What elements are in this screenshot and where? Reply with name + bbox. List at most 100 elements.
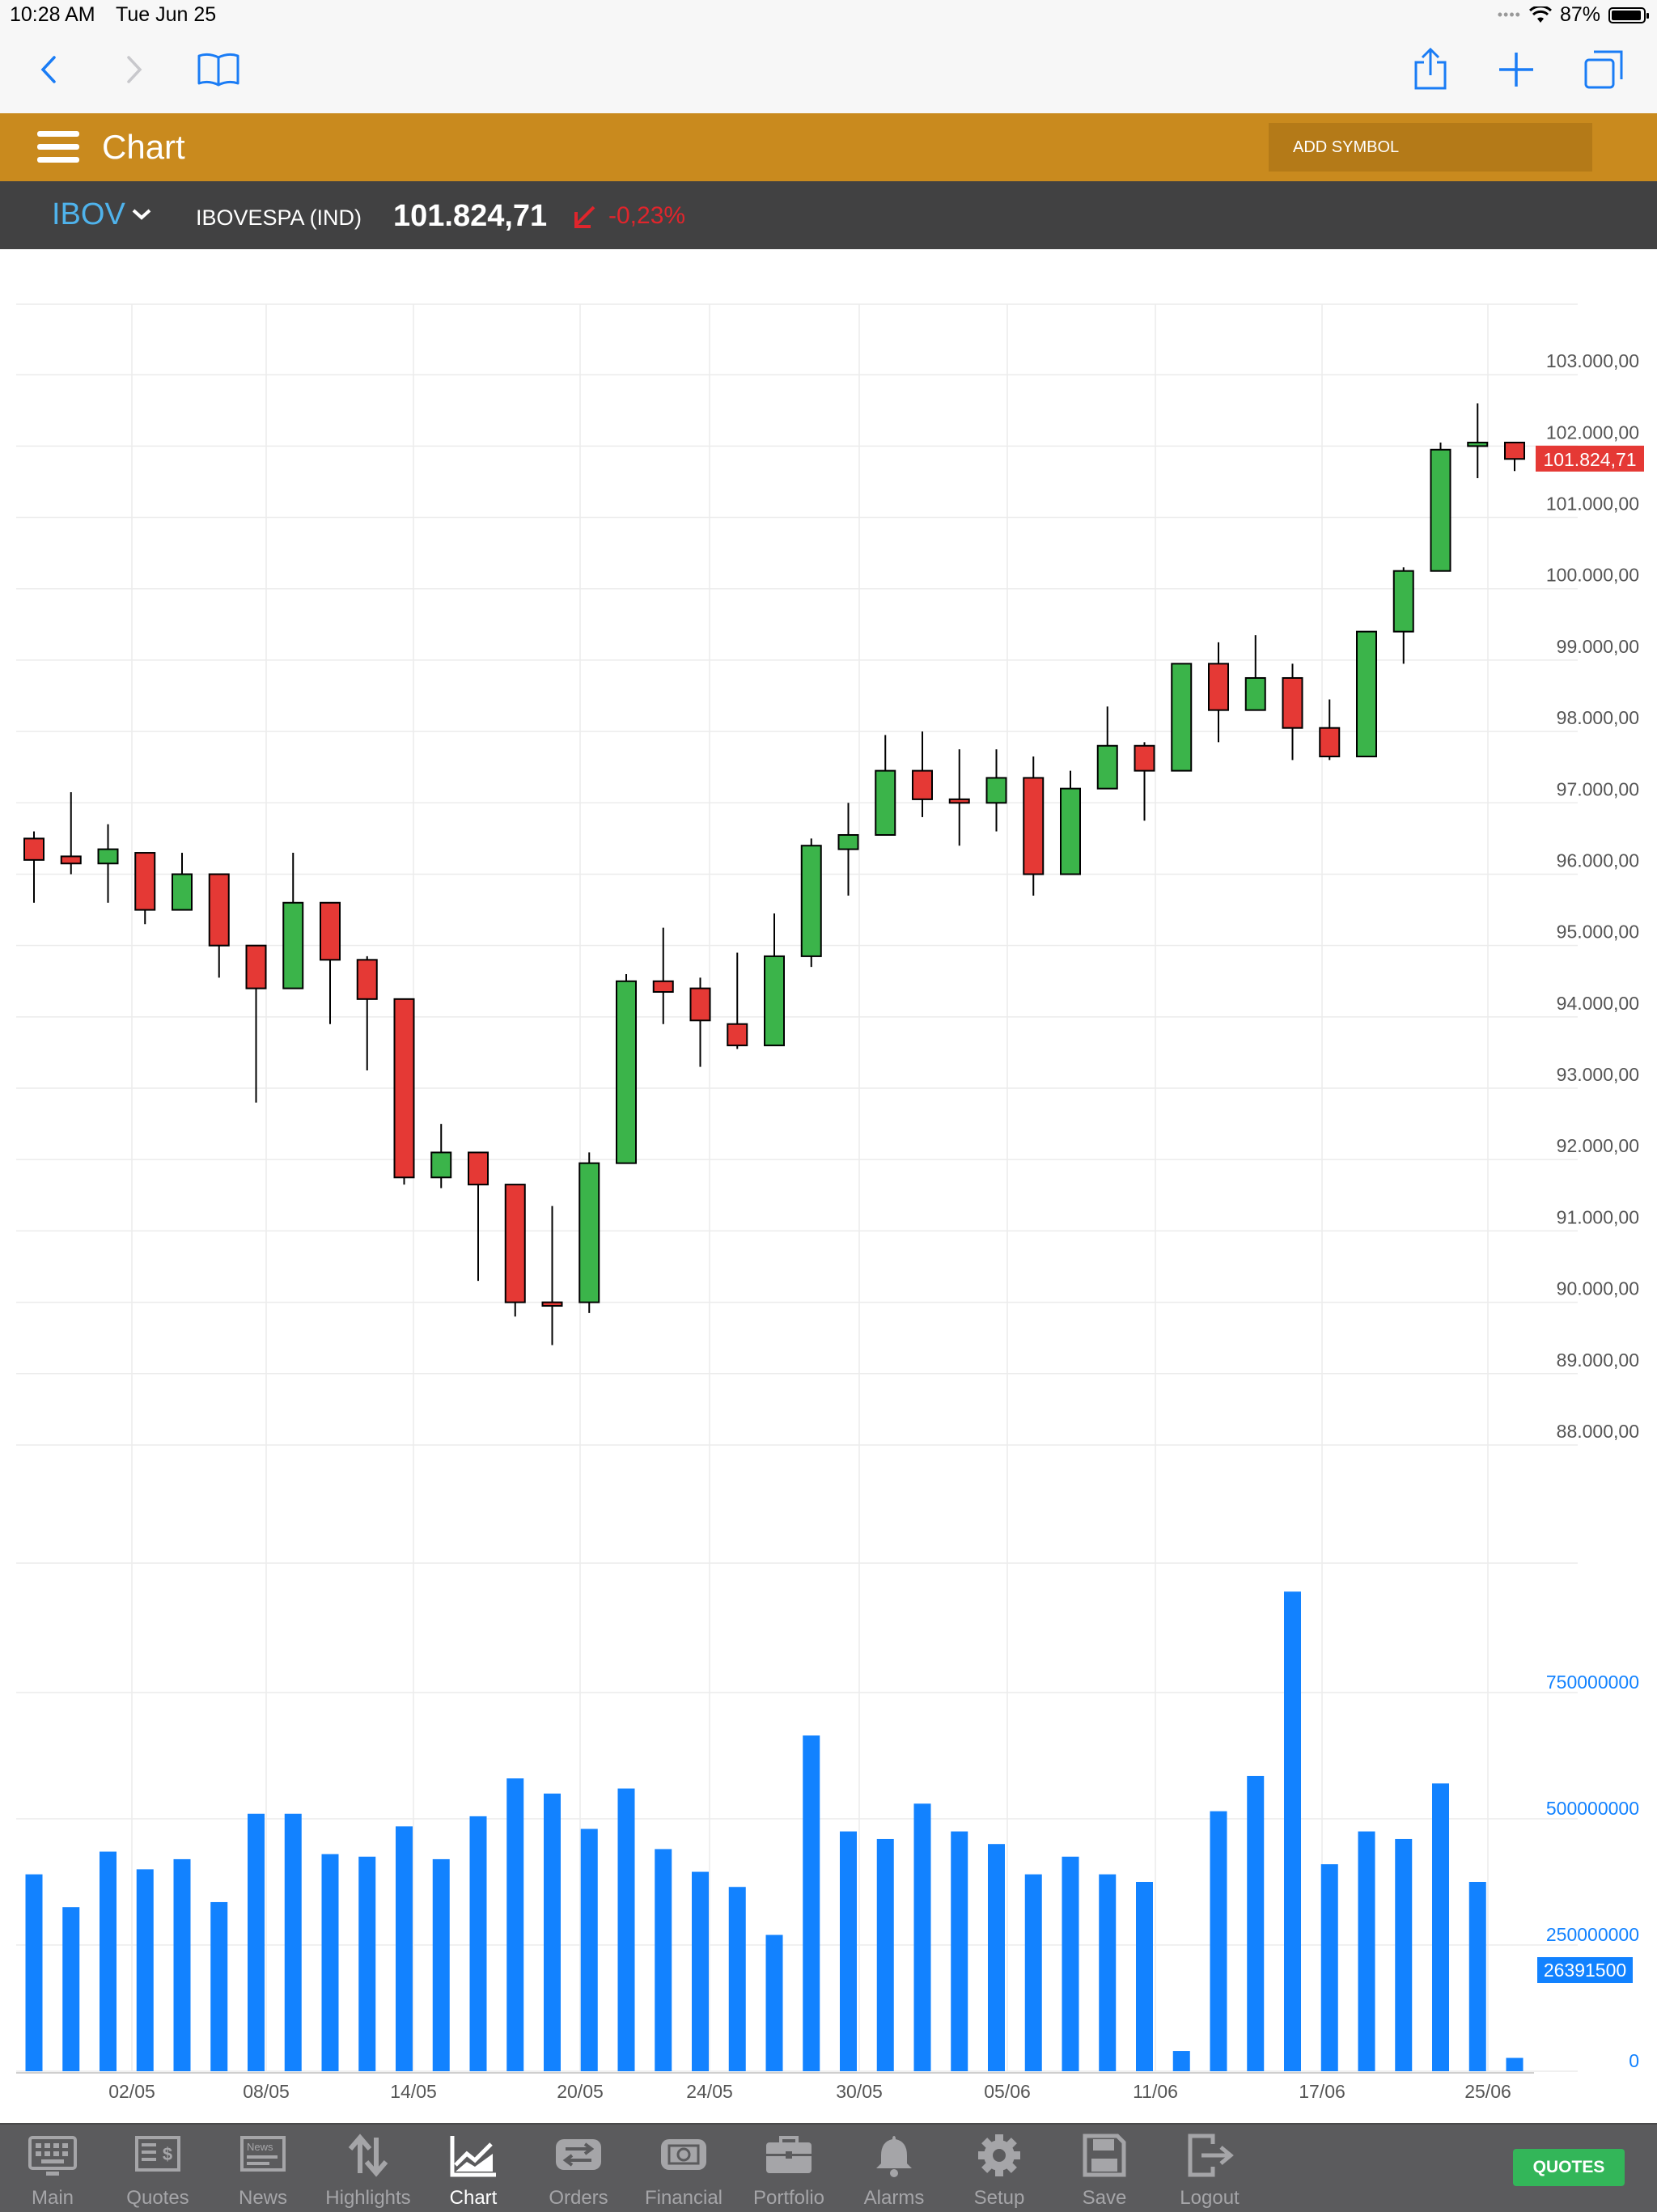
svg-text:News: News [247, 2141, 273, 2153]
candle-body [875, 769, 896, 836]
hamburger-menu-icon[interactable] [37, 131, 79, 163]
volume-tick-label: 0 [1629, 2050, 1639, 2071]
candle-body [1060, 787, 1081, 875]
candle-body [1096, 744, 1118, 790]
volume-bar [62, 1907, 80, 2071]
volume-bar [840, 1831, 857, 2071]
symbol-price: 101.824,71 [393, 199, 548, 233]
last-price-label: 101.824,71 [1543, 449, 1636, 470]
tab-save[interactable]: Save [1052, 2125, 1157, 2212]
tab-chart[interactable]: Chart [421, 2125, 526, 2212]
tab-label: Alarms [863, 2187, 925, 2209]
volume-bar [396, 1826, 413, 2071]
tab-setup[interactable]: Setup [947, 2125, 1052, 2212]
chevron-down-icon[interactable] [131, 207, 152, 222]
candle-body [172, 873, 193, 911]
candle-body [430, 1151, 452, 1179]
candle-body [1208, 663, 1229, 711]
volume-bar [1210, 1811, 1227, 2071]
last-volume-marker [1537, 1957, 1633, 1983]
candle-body [245, 944, 267, 989]
volume-series [25, 1591, 1524, 2071]
price-tick-label: 96.000,00 [1557, 850, 1639, 871]
tab-news[interactable]: News News [210, 2125, 316, 2212]
volume-bar [913, 1803, 931, 2071]
back-chevron-icon[interactable] [24, 45, 73, 94]
quotes-button[interactable]: QUOTES [1513, 2149, 1625, 2186]
tab-label: Highlights [325, 2187, 411, 2209]
tab-financial[interactable]: Financial [631, 2125, 736, 2212]
date-tick-label: 05/06 [984, 2081, 1031, 2102]
volume-bar [692, 1871, 709, 2071]
tab-quotes[interactable]: $ Quotes [105, 2125, 210, 2212]
price-tick-label: 101.000,00 [1546, 494, 1639, 515]
price-tick-label: 97.000,00 [1557, 778, 1639, 799]
tab-main[interactable]: Main [0, 2125, 105, 2212]
orders-arrows-icon [556, 2139, 601, 2170]
date-tick-label: 02/05 [108, 2081, 155, 2102]
add-symbol-input[interactable]: ADD SYMBOL [1269, 123, 1592, 172]
price-tick-label: 88.000,00 [1557, 1421, 1639, 1442]
bookmarks-book-icon[interactable] [194, 45, 243, 94]
volume-bar [580, 1829, 598, 2071]
symbol-bar: IBOV IBOVESPA (IND) 101.824,71 -0,23% [0, 181, 1657, 249]
volume-bar [1172, 2051, 1190, 2071]
tab-label: Save [1082, 2187, 1127, 2209]
quotes-newspaper-icon: $ [135, 2136, 180, 2172]
tab-label: Quotes [126, 2187, 189, 2209]
volume-tick-label: 250000000 [1546, 1924, 1639, 1945]
volume-bar [210, 1901, 228, 2071]
share-icon[interactable] [1406, 45, 1455, 94]
gear-icon [978, 2134, 1020, 2176]
last-volume-label: 26391500 [1544, 1960, 1626, 1981]
volume-bar [1506, 2057, 1524, 2071]
battery-icon [1608, 6, 1649, 23]
new-tab-plus-icon[interactable] [1492, 45, 1540, 94]
candle-body [1134, 744, 1155, 772]
volume-bar [25, 1874, 43, 2071]
candle-body [1356, 630, 1377, 757]
candle-body [23, 837, 44, 861]
volume-bar [655, 1849, 672, 2071]
tab-label: Chart [449, 2187, 498, 2209]
candle-body [1392, 570, 1414, 633]
price-volume-chart[interactable]: 103.000,00 102.000,00 101.000,00 100.000,00… [0, 249, 1657, 2123]
app-header: Chart ADD SYMBOL [0, 113, 1657, 181]
date-tick-label: 24/05 [686, 2081, 733, 2102]
price-tick-label: 99.000,00 [1557, 636, 1639, 657]
volume-bar [100, 1851, 117, 2071]
volume-bar [544, 1793, 561, 2071]
briefcase-icon [766, 2136, 812, 2173]
volume-bar [1468, 1882, 1486, 2071]
forward-chevron-icon[interactable] [110, 45, 159, 94]
candle-body [134, 852, 156, 911]
volume-bar [1099, 1874, 1117, 2071]
price-tick-label: 94.000,00 [1557, 993, 1639, 1014]
tab-orders[interactable]: Orders [526, 2125, 631, 2212]
tab-label: Orders [549, 2187, 608, 2209]
candle-body [393, 998, 415, 1179]
candle-body [948, 798, 970, 804]
date-axis: 02/05 08/05 14/05 20/05 24/05 30/05 05/06 11/06… [16, 2072, 1534, 2102]
tab-label: Financial [644, 2187, 723, 2209]
volume-bar [1247, 1775, 1265, 2071]
candle-body [764, 955, 785, 1047]
price-tick-label: 89.000,00 [1557, 1350, 1639, 1371]
volume-bar [248, 1813, 265, 2071]
tab-logout[interactable]: Logout [1157, 2125, 1262, 2212]
candle-body [60, 855, 82, 865]
candle-body [356, 959, 378, 1000]
candle-body [320, 901, 341, 961]
tabs-icon[interactable] [1579, 45, 1628, 94]
tab-alarms[interactable]: Alarms [841, 2125, 947, 2212]
volume-bar [284, 1813, 302, 2071]
price-tick-label: 93.000,00 [1557, 1064, 1639, 1085]
symbol-selector[interactable]: IBOV [52, 197, 125, 231]
candle-body [1319, 727, 1341, 757]
candle-body [541, 1301, 563, 1307]
tab-highlights[interactable]: Highlights [316, 2125, 421, 2212]
volume-bar [951, 1831, 968, 2071]
tab-portfolio[interactable]: Portfolio [736, 2125, 841, 2212]
price-tick-label: 98.000,00 [1557, 707, 1639, 728]
candle-body [1244, 676, 1266, 711]
